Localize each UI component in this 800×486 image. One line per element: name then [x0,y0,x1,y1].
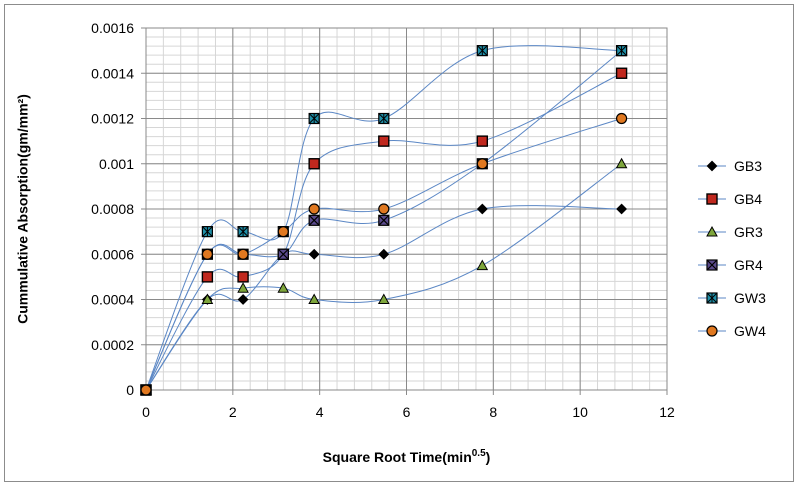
y-tick-label: 0.0012 [91,111,134,127]
data-point-gw4 [476,158,488,170]
legend-item-gb3: GB3 [698,158,762,174]
x-axis-title-sup: 0.5 [472,448,486,459]
chart-frame [4,4,794,482]
data-point-gw3 [615,45,628,57]
y-tick-label: 0.0008 [91,201,134,217]
legend-label: GW4 [734,323,766,339]
y-tick-label: 0.0016 [91,20,134,36]
legend-label: GW3 [734,290,766,306]
series-markers [140,45,628,396]
data-point-gw3 [201,226,213,238]
y-tick-label: 0.0004 [91,292,134,308]
data-point-gw4 [615,112,628,125]
legend-marker-gw4 [706,325,718,337]
data-point-gb3 [476,203,488,215]
data-point-gb4 [237,271,249,283]
data-point-gr3 [277,282,290,293]
y-tick-label: 0.0006 [91,246,134,262]
y-tick-label: 0.001 [99,156,134,172]
x-tick-label: 10 [572,404,588,420]
legend-label: GR4 [734,257,763,273]
data-point-gr4 [277,248,289,260]
legend-marker-gw3 [706,292,718,304]
x-tick-label: 6 [403,404,411,420]
data-point-gr3 [201,293,214,304]
data-point-gw3 [308,112,320,125]
data-point-gw3 [476,45,488,57]
data-point-gr3 [615,157,628,169]
data-point-gr3 [308,293,321,304]
legend-label: GR3 [734,224,763,240]
data-point-gw4 [201,248,213,260]
legend-item-gw4: GW4 [698,323,766,339]
data-point-gb4 [378,135,390,147]
legend-marker-gr3 [706,225,718,237]
y-tick-label: 0 [126,382,134,398]
y-tick-labels: 0 0.0002 0.0004 0.0006 0.0008 0.001 0.0012 0.00… [91,20,146,398]
x-tick-label: 4 [316,404,324,420]
data-point-gr4 [308,214,320,226]
data-point-gb3 [308,248,320,260]
x-axis-title-main: Square Root Time(min [323,449,472,465]
legend-item-gr4: GR4 [698,257,763,273]
x-tick-label: 2 [229,404,237,420]
data-point-gw4 [140,384,152,396]
series-line-gr3 [145,163,622,391]
data-point-gr3 [476,259,489,271]
data-point-gr4 [378,214,390,226]
data-point-gw4 [277,226,289,238]
legend-item-gb4: GB4 [698,191,762,207]
data-point-gw4 [237,248,249,260]
x-tick-label: 0 [142,404,150,420]
data-point-gb3 [378,248,390,260]
legend-marker-gb3 [706,160,718,172]
data-point-gw3 [237,226,249,238]
data-point-gb3 [616,203,628,215]
x-tick-labels: 0 2 4 6 8 10 12 [142,390,675,420]
legend: GB3 GB4 GR3 GR4 GW3 GW4 [698,158,766,339]
x-axis-title-end: ) [486,449,491,465]
legend-label: GB3 [734,158,762,174]
data-point-gb4 [308,158,320,170]
x-axis-title: Square Root Time(min0.5) [323,448,491,465]
data-point-gb4 [615,67,628,79]
x-tick-label: 12 [659,404,675,420]
y-tick-label: 0.0014 [91,65,134,81]
data-point-gw4 [378,203,390,215]
data-point-gw3 [378,112,390,125]
data-point-gb4 [201,271,214,283]
y-axis-title: Cummulative Absorption(gm/mm²) [15,94,31,324]
legend-item-gw3: GW3 [698,290,766,306]
data-point-gb3 [237,294,249,305]
data-point-gr3 [377,293,390,304]
data-point-gw4 [308,203,320,215]
data-point-gr3 [237,282,249,293]
data-point-gb4 [476,135,489,147]
x-tick-label: 8 [489,404,497,420]
legend-item-gr3: GR3 [698,224,763,240]
legend-marker-gb4 [706,193,718,205]
y-tick-label: 0.0002 [91,337,134,353]
legend-label: GB4 [734,191,762,207]
legend-marker-gr4 [706,259,718,271]
